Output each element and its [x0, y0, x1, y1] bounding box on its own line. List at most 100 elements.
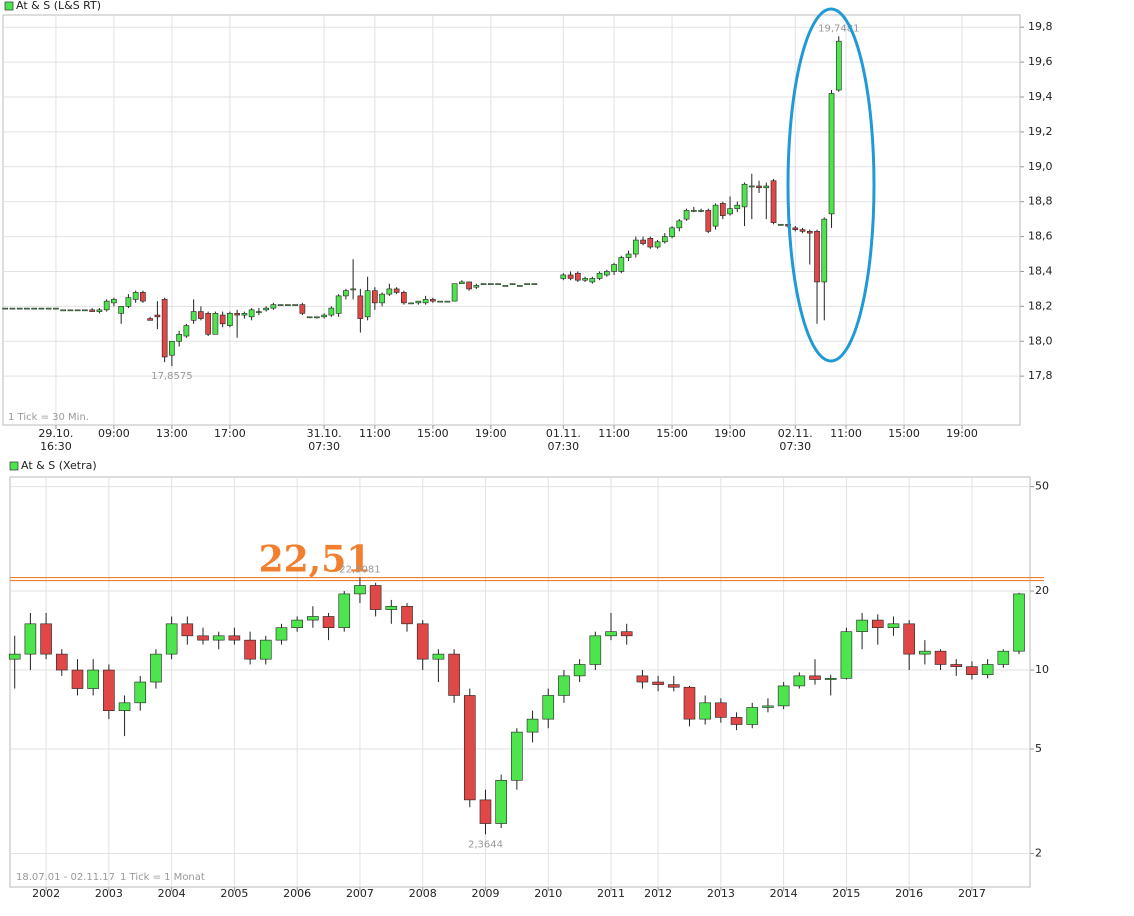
x-tick-label: 2010 [534, 887, 562, 900]
candle-body [87, 669, 99, 689]
x-tick-label: 11:00 [830, 427, 862, 440]
x-tick-label: 15:00 [656, 427, 688, 440]
candle-body [372, 290, 378, 304]
candle-body [118, 702, 131, 711]
candle-body [799, 229, 806, 232]
candle-body [103, 669, 115, 711]
candle-body [806, 231, 813, 234]
candle-body [430, 299, 436, 302]
x-tick-label: 19:00 [946, 427, 978, 440]
candle-body [393, 288, 400, 293]
candle-body [422, 299, 429, 304]
candle-body [459, 281, 465, 284]
candle-body [903, 623, 915, 655]
y-tick-label: 18,2 [1028, 299, 1053, 312]
candle-body [647, 238, 654, 248]
y-tick-label: 10 [1035, 663, 1049, 676]
x-tick-label: 2002 [32, 887, 60, 900]
candle-body [205, 313, 211, 335]
candle-body [542, 695, 555, 720]
candle-body [840, 631, 853, 679]
candle-body [480, 283, 487, 285]
candle-body [71, 669, 84, 689]
candle-body [444, 300, 451, 303]
candle-body [502, 285, 509, 287]
candle-body [432, 653, 445, 660]
y-tick-label: 18,4 [1028, 264, 1053, 277]
candle-body [516, 285, 523, 287]
candle-body [321, 314, 327, 318]
candle-body [683, 686, 696, 720]
x-tick-label: 2003 [95, 887, 123, 900]
candle-body [652, 681, 664, 685]
min-price-label: 17,8575 [151, 371, 192, 382]
y-tick-label: 2 [1035, 846, 1042, 859]
candle-body [495, 283, 501, 285]
y-tick-label: 50 [1035, 480, 1049, 493]
x-tick-label: 2012 [644, 887, 672, 900]
candle-body [727, 208, 733, 215]
candle-body [241, 313, 248, 316]
candle-body [611, 264, 617, 272]
candle-body [197, 635, 209, 641]
candle-body [96, 309, 103, 312]
candle-body [741, 183, 748, 208]
legend-swatch [9, 461, 19, 471]
candle-body [190, 311, 197, 321]
x-tick-label: 2013 [707, 887, 735, 900]
candle-body [322, 616, 335, 628]
x-tick-label: 2004 [158, 887, 186, 900]
candle-body [275, 627, 288, 641]
candle-body [256, 311, 262, 313]
candle-body [416, 623, 429, 660]
candle-body [228, 635, 241, 641]
y-tick-label: 19,0 [1028, 160, 1053, 173]
candle-body [401, 605, 413, 625]
x-tick-label: 2005 [220, 887, 248, 900]
candle-body [270, 304, 277, 309]
x-tick-label: 17:00 [214, 427, 246, 440]
candle-body [620, 631, 633, 637]
candle-body [31, 307, 38, 310]
candle-body [699, 702, 711, 720]
candle-body [369, 585, 382, 610]
x-tick-label: 29.10. 16:30 [38, 427, 73, 453]
y-tick-label: 18,8 [1028, 195, 1053, 208]
candle-body [712, 204, 719, 227]
candle-body [511, 731, 523, 781]
candle-body [307, 616, 319, 621]
candle-body [625, 253, 632, 258]
chart-note: 18.07.01 - 02.11.17 [16, 872, 115, 883]
x-tick-label: 13:00 [156, 427, 188, 440]
x-tick-label: 2006 [283, 887, 311, 900]
candle-body [147, 318, 153, 321]
candle-body [573, 664, 586, 677]
candle-body [350, 288, 356, 291]
candle-body [343, 290, 349, 297]
y-tick-label: 19,2 [1028, 125, 1053, 138]
candle-body [618, 257, 625, 272]
candle-body [67, 309, 74, 312]
candle-body [463, 695, 476, 801]
candle-body [219, 314, 226, 325]
candle-body [667, 684, 680, 688]
candle-body [451, 283, 458, 302]
x-tick-label: 2008 [409, 887, 437, 900]
candle-body [814, 231, 820, 283]
candle-body [856, 619, 868, 632]
candle-body [509, 283, 516, 285]
chart-note: 1 Tick = 30 Min. [8, 412, 89, 423]
candle-body [385, 605, 398, 610]
candle-body [111, 299, 117, 304]
candle-body [306, 316, 313, 319]
candle-body [950, 664, 963, 667]
y-tick-label: 17,8 [1028, 369, 1053, 382]
candle-body [165, 623, 178, 655]
candle-body [793, 675, 806, 687]
candle-body [574, 272, 581, 281]
candle-body [198, 311, 204, 319]
candle-body [55, 653, 68, 671]
candle-body [134, 681, 147, 704]
candle-body [479, 799, 492, 824]
